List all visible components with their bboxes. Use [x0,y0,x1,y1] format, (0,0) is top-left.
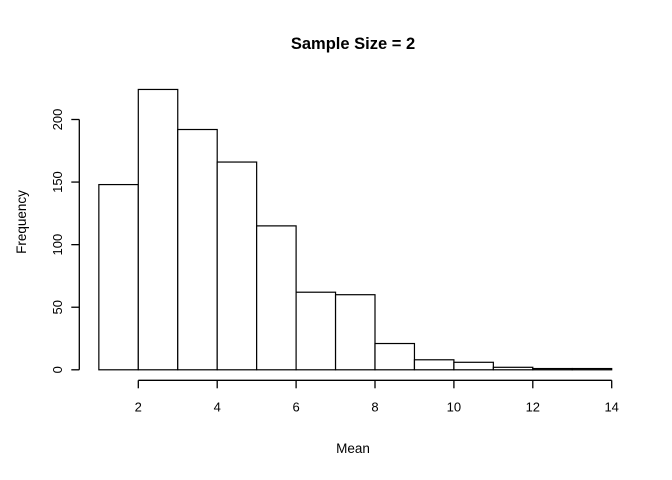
histogram-bar [98,183,139,371]
chart-title: Sample Size = 2 [291,35,415,53]
y-axis: 0 50 100 150 200 [50,109,80,373]
histogram-bar [532,367,573,371]
histogram-bars [98,88,613,371]
histogram-bar [177,128,218,371]
x-tick-label: 10 [447,400,461,415]
histogram-bar [413,359,455,371]
histogram-bar [256,225,297,371]
y-tick-label: 150 [50,171,65,193]
y-axis-label: Frequency [14,190,29,254]
x-tick-label: 6 [292,400,299,415]
x-tick-label: 2 [135,400,142,415]
y-tick-label: 100 [50,234,65,256]
x-tick-label: 12 [526,400,540,415]
x-tick-label: 8 [371,400,378,415]
x-axis: 2 4 6 8 10 12 14 [135,379,619,415]
histogram-bar [571,367,613,371]
y-tick-label: 50 [50,300,65,314]
x-tick-label: 4 [214,400,221,415]
x-tick-label: 14 [604,400,618,415]
histogram-bar [216,161,258,371]
y-tick-label: 200 [50,109,65,131]
x-axis-label: Mean [336,441,370,456]
y-tick-label: 0 [50,366,65,373]
histogram-bar [334,294,376,371]
histogram-bar [295,291,337,371]
histogram-bar [374,342,416,371]
histogram-bar [492,366,534,371]
histogram-bar [137,88,179,371]
histogram-bar [453,361,494,371]
